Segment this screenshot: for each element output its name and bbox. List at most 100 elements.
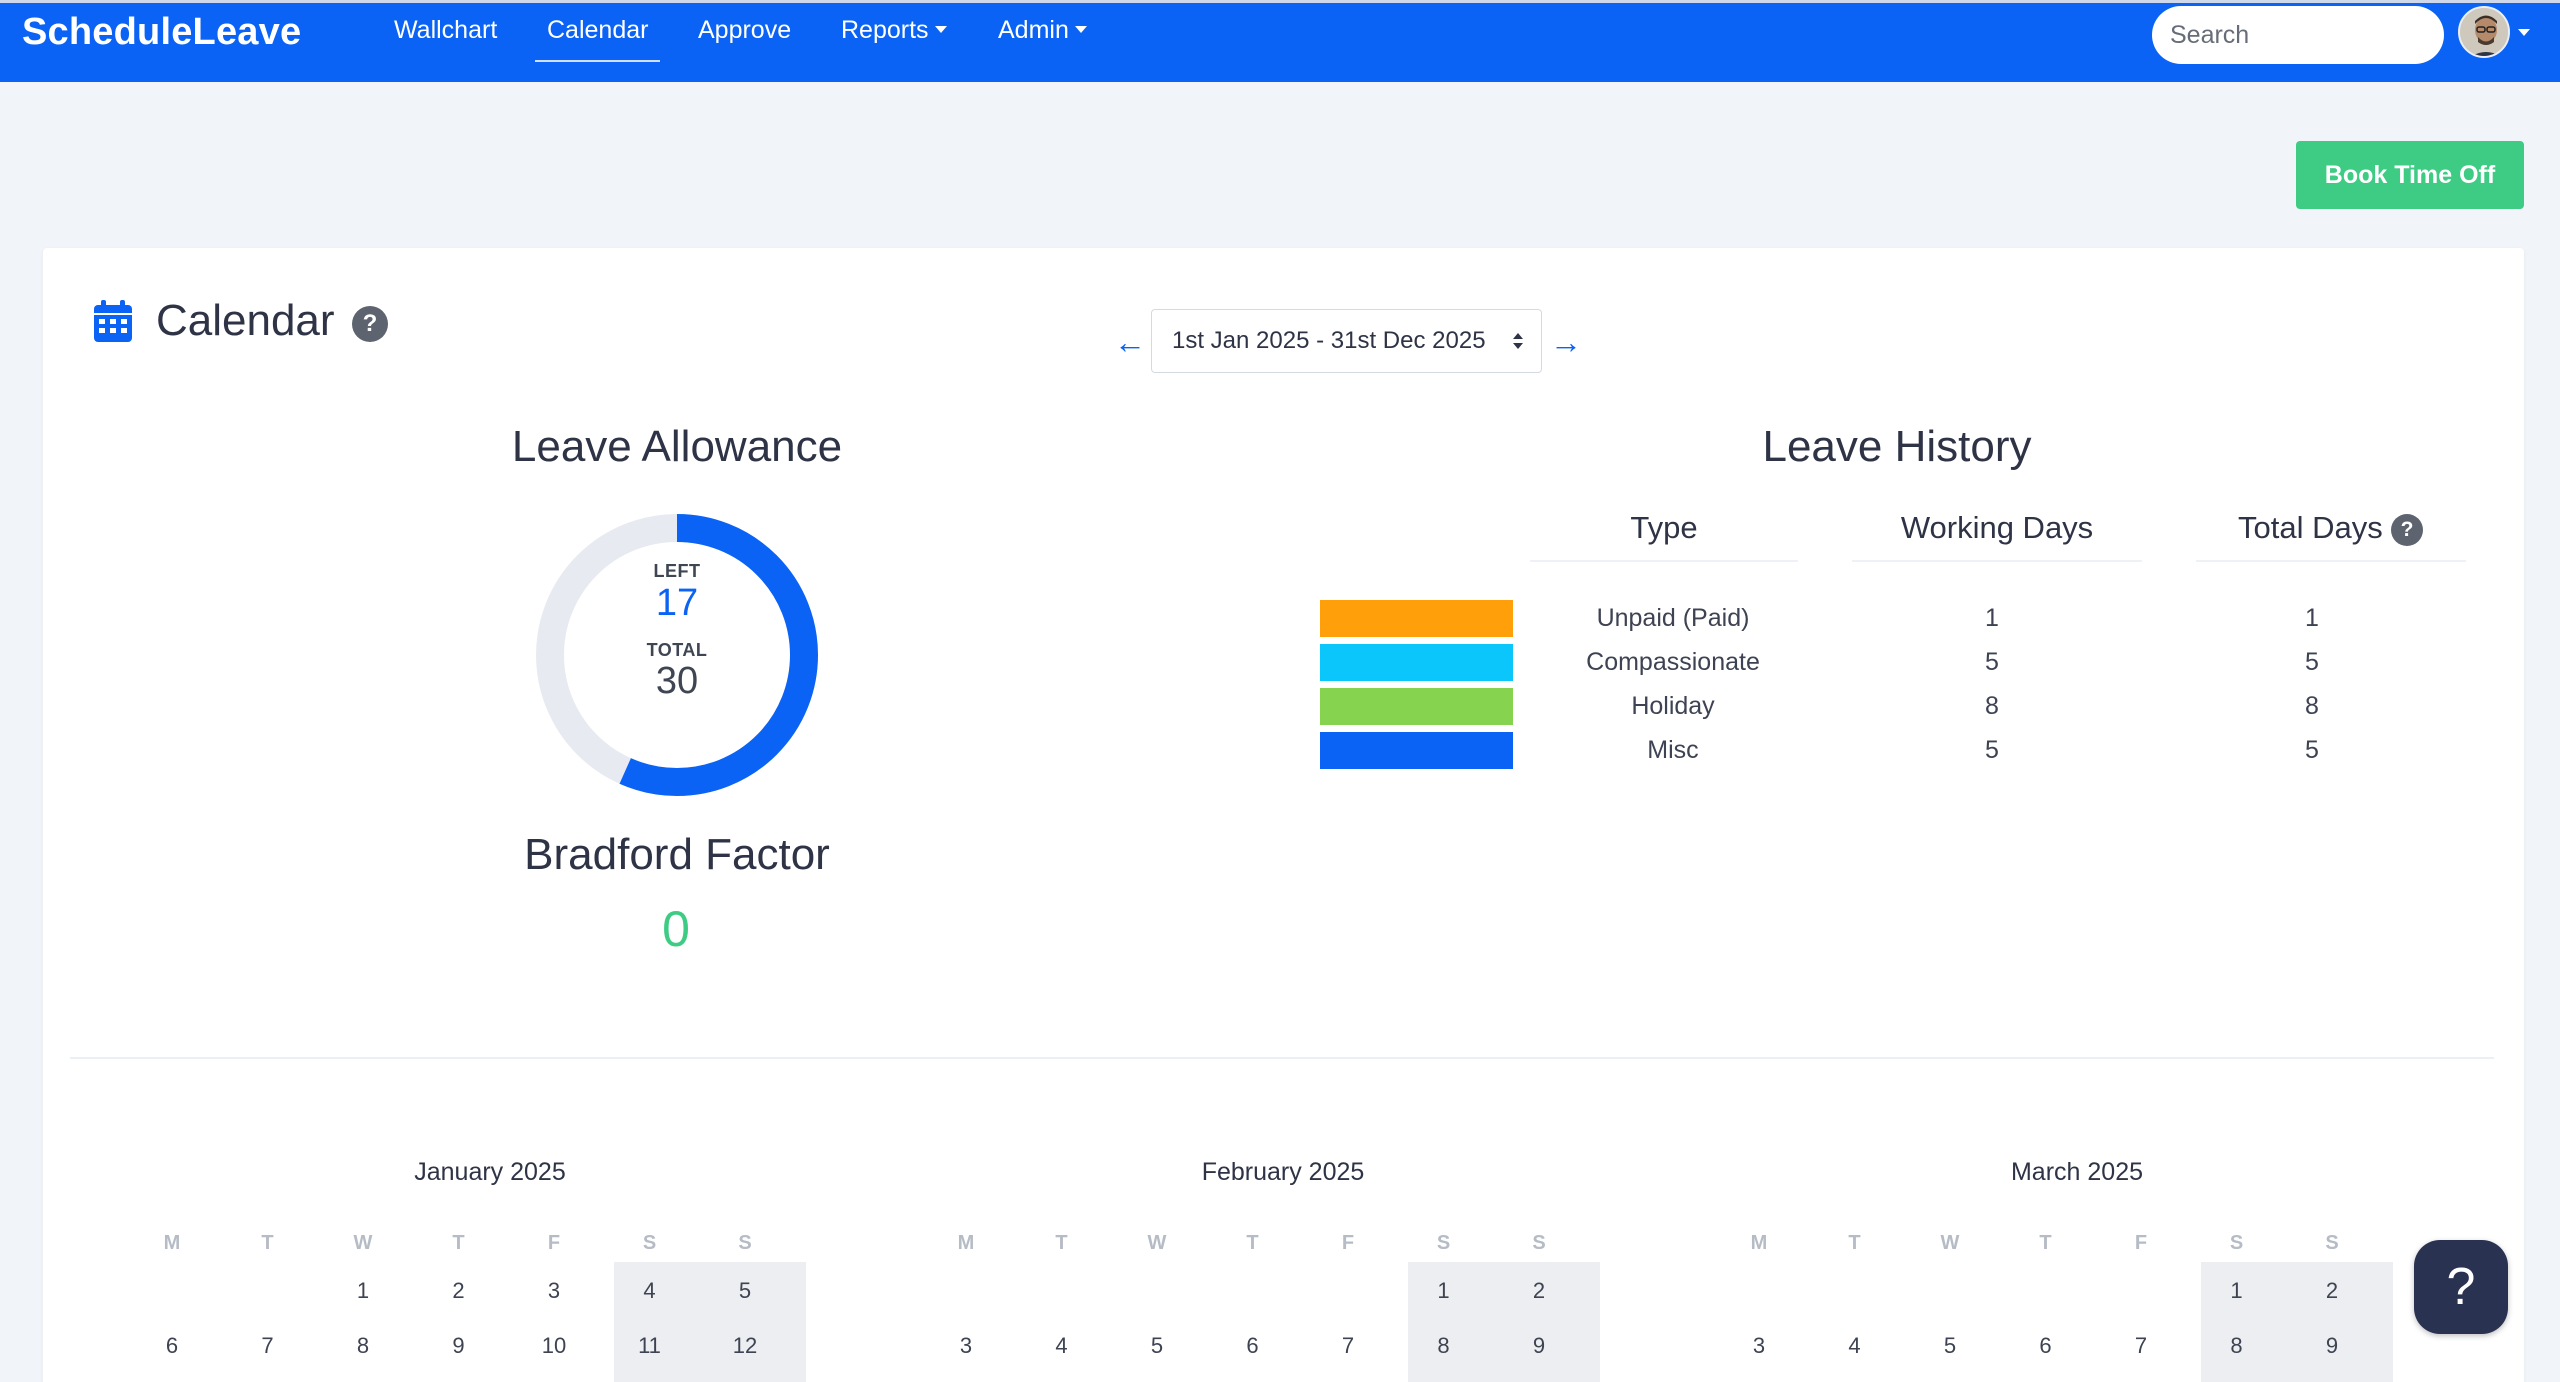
weekday-header: S xyxy=(2325,1232,2339,1254)
calendar-day[interactable]: 4 xyxy=(1055,1333,1068,1358)
header-underline xyxy=(2196,560,2466,562)
arrow-right-icon[interactable]: → xyxy=(1550,324,1582,360)
swatch-compassionate xyxy=(1320,644,1513,681)
user-photo-icon xyxy=(2460,8,2508,56)
calendar-day[interactable]: 3 xyxy=(1752,1333,1766,1358)
calendar-day[interactable]: 5 xyxy=(1150,1333,1164,1358)
calendar-day[interactable]: 8 xyxy=(1437,1333,1450,1358)
calendar-day[interactable]: 1 xyxy=(356,1278,370,1303)
calendar-day[interactable]: 6 xyxy=(165,1333,179,1358)
weekend-shading xyxy=(2200,1262,2393,1382)
calendar-day[interactable]: 9 xyxy=(1532,1333,1546,1358)
calendar-day[interactable]: 2 xyxy=(452,1278,465,1303)
calendar-day[interactable]: 9 xyxy=(2325,1333,2339,1358)
weekday-header: W xyxy=(1147,1232,1167,1254)
calendar-day[interactable]: 3 xyxy=(547,1278,561,1303)
weekday-header: S xyxy=(738,1232,752,1254)
total-label: TOTAL xyxy=(646,640,708,660)
calendar-day[interactable]: 4 xyxy=(643,1278,656,1303)
calendar-day[interactable]: 7 xyxy=(2134,1333,2148,1358)
weekend-shading xyxy=(1407,1262,1600,1382)
help-icon[interactable]: ? xyxy=(2391,514,2423,546)
allowance-donut xyxy=(536,514,818,796)
leave-history-title: Leave History xyxy=(1762,422,2032,471)
weekday-header: S xyxy=(1436,1232,1451,1254)
nav-calendar[interactable]: Calendar xyxy=(534,16,661,62)
calendar-day[interactable]: 7 xyxy=(1341,1333,1355,1358)
section-divider xyxy=(70,1057,2494,1059)
month-title: February 2025 xyxy=(1201,1158,1365,1186)
weekday-header: S xyxy=(1532,1232,1546,1254)
calendar-day[interactable]: 8 xyxy=(2230,1333,2243,1358)
chevron-down-icon xyxy=(934,25,947,33)
help-icon[interactable]: ? xyxy=(352,306,388,342)
weekday-header: F xyxy=(547,1232,561,1254)
calendar-day[interactable]: 5 xyxy=(738,1278,752,1303)
row-total-days: 5 xyxy=(2305,648,2319,676)
chevron-down-icon xyxy=(1074,25,1087,33)
date-range-select[interactable]: 1st Jan 2025 - 31st Dec 2025 xyxy=(1151,309,1542,373)
calendar-day[interactable]: 4 xyxy=(1848,1333,1861,1358)
date-range-value: 1st Jan 2025 - 31st Dec 2025 xyxy=(1172,327,1486,354)
weekday-header: F xyxy=(1341,1232,1355,1254)
donut-remaining-arc xyxy=(536,514,818,796)
row-working-days: 1 xyxy=(1985,604,1999,632)
row-total-days: 1 xyxy=(2305,604,2319,632)
bradford-factor-title: Bradford Factor xyxy=(524,830,830,879)
help-chat-button[interactable]: ? xyxy=(2414,1240,2508,1334)
weekday-header: S xyxy=(642,1232,657,1254)
weekday-header: T xyxy=(1848,1232,1861,1254)
calendar-card xyxy=(43,248,2524,1382)
calendar-day[interactable]: 3 xyxy=(959,1333,973,1358)
weekday-header: T xyxy=(1246,1232,1259,1254)
weekday-header: T xyxy=(1055,1232,1068,1254)
nav-reports[interactable]: Reports xyxy=(841,16,947,45)
weekday-header: F xyxy=(2134,1232,2148,1254)
chevron-down-icon[interactable] xyxy=(2518,29,2530,36)
month-title: January 2025 xyxy=(414,1158,566,1186)
left-label: LEFT xyxy=(653,561,701,581)
weekday-header: W xyxy=(1940,1232,1960,1254)
row-working-days: 5 xyxy=(1985,648,1999,676)
calendar-day[interactable]: 8 xyxy=(356,1333,370,1358)
weekday-header: S xyxy=(2229,1232,2244,1254)
weekend-shading xyxy=(613,1262,806,1382)
calendar-day[interactable]: 6 xyxy=(1246,1333,1259,1358)
avatar[interactable] xyxy=(2458,6,2510,58)
row-working-days: 5 xyxy=(1985,736,1999,764)
search-input[interactable] xyxy=(2152,6,2444,64)
arrow-left-icon[interactable]: ← xyxy=(1114,324,1146,360)
row-type: Compassionate xyxy=(1586,648,1760,676)
weekday-header: T xyxy=(261,1232,274,1254)
calendar-day[interactable]: 2 xyxy=(1532,1278,1546,1303)
calendar-day[interactable]: 11 xyxy=(638,1333,661,1358)
calendar-day[interactable]: 5 xyxy=(1943,1333,1957,1358)
row-type: Misc xyxy=(1647,736,1699,764)
weekday-header: T xyxy=(452,1232,465,1254)
nav-approve[interactable]: Approve xyxy=(698,16,792,44)
swatch-unpaid xyxy=(1320,600,1513,637)
calendar-icon xyxy=(94,300,132,342)
calendar-day[interactable]: 1 xyxy=(2230,1278,2243,1303)
calendar-day[interactable]: 6 xyxy=(2039,1333,2052,1358)
calendar-day[interactable]: 12 xyxy=(732,1333,758,1358)
nav-admin[interactable]: Admin xyxy=(998,16,1087,45)
calendar-day[interactable]: 9 xyxy=(452,1333,465,1358)
calendar-day[interactable]: 2 xyxy=(2325,1278,2339,1303)
calendar-day[interactable]: 1 xyxy=(1437,1278,1450,1303)
swatch-holiday xyxy=(1320,688,1513,725)
weekday-header: W xyxy=(353,1232,373,1254)
row-type: Holiday xyxy=(1631,692,1715,720)
brand-logo[interactable]: ScheduleLeave xyxy=(22,11,302,53)
swatch-misc xyxy=(1320,732,1513,769)
book-time-off-button[interactable]: Book Time Off xyxy=(2296,141,2524,209)
weekday-header: M xyxy=(163,1232,181,1254)
header-type: Type xyxy=(1630,510,1698,545)
row-total-days: 5 xyxy=(2305,736,2319,764)
nav-admin-label: Admin xyxy=(998,16,1069,44)
bradford-factor-value: 0 xyxy=(662,901,690,957)
nav-wallchart[interactable]: Wallchart xyxy=(394,16,498,44)
row-total-days: 8 xyxy=(2305,692,2319,720)
calendar-day[interactable]: 7 xyxy=(261,1333,274,1358)
calendar-day[interactable]: 10 xyxy=(541,1333,567,1358)
